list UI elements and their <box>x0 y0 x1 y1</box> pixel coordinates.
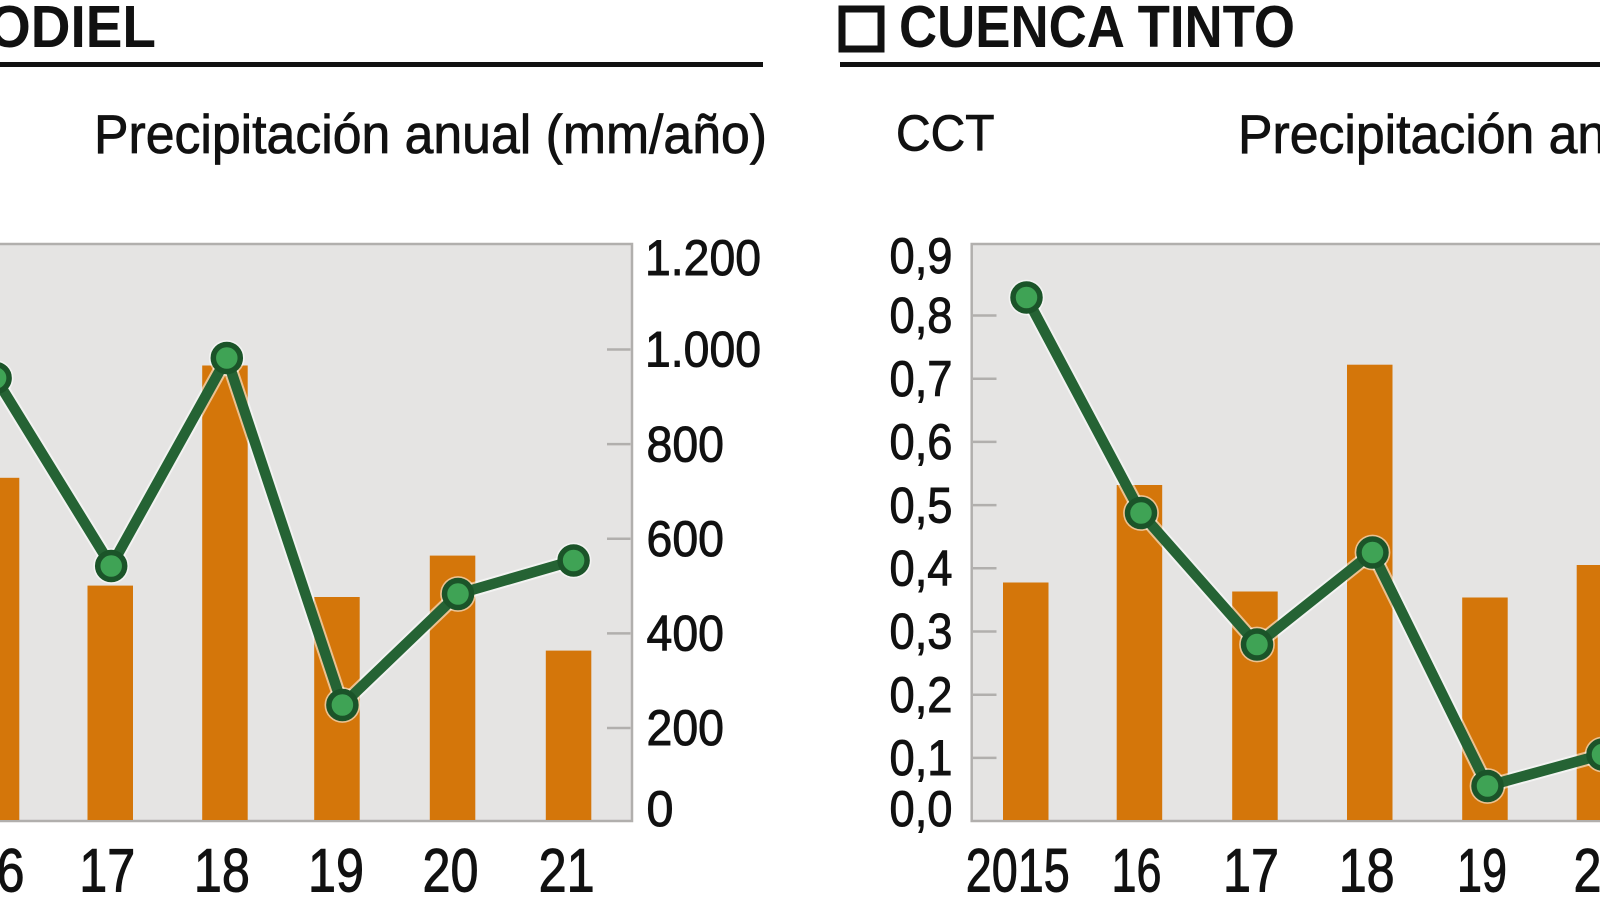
svg-text:21: 21 <box>539 837 595 900</box>
svg-text:CUENCA TINTO: CUENCA TINTO <box>899 0 1295 60</box>
svg-text:16: 16 <box>0 837 25 900</box>
svg-text:0: 0 <box>647 781 674 837</box>
svg-text:18: 18 <box>1339 837 1395 900</box>
svg-text:1.000: 1.000 <box>645 322 761 378</box>
svg-text:20: 20 <box>1574 837 1600 900</box>
svg-text:19: 19 <box>308 837 364 900</box>
svg-text:0,5: 0,5 <box>890 477 953 533</box>
svg-text:0,3: 0,3 <box>890 604 953 660</box>
svg-text:1.200: 1.200 <box>645 230 761 286</box>
svg-text:0,0: 0,0 <box>890 781 953 837</box>
svg-text:0,7: 0,7 <box>890 351 953 407</box>
svg-text:200: 200 <box>647 700 725 756</box>
svg-text:800: 800 <box>647 416 725 472</box>
svg-text:17: 17 <box>1223 837 1279 900</box>
svg-text:0,8: 0,8 <box>890 288 953 344</box>
svg-text:16: 16 <box>1112 837 1162 900</box>
svg-text:0,6: 0,6 <box>890 414 953 470</box>
svg-text:600: 600 <box>647 511 725 567</box>
svg-text:Precipitación anual (mm/año): Precipitación anual (mm/año) <box>1238 103 1600 165</box>
svg-text:19: 19 <box>1457 837 1507 900</box>
svg-text:400: 400 <box>647 606 725 662</box>
svg-text:0,9: 0,9 <box>890 228 953 284</box>
svg-text:18: 18 <box>194 837 250 900</box>
svg-text:Precipitación anual (mm/año): Precipitación anual (mm/año) <box>94 103 767 165</box>
svg-text:20: 20 <box>423 837 479 900</box>
svg-text:17: 17 <box>79 837 135 900</box>
svg-text:2015: 2015 <box>966 837 1070 900</box>
svg-text:0,1: 0,1 <box>890 730 953 786</box>
svg-text:0,4: 0,4 <box>890 541 953 597</box>
svg-text:CCT: CCT <box>896 105 995 162</box>
svg-text:0,2: 0,2 <box>890 667 953 723</box>
svg-text:ODIEL: ODIEL <box>0 0 156 60</box>
